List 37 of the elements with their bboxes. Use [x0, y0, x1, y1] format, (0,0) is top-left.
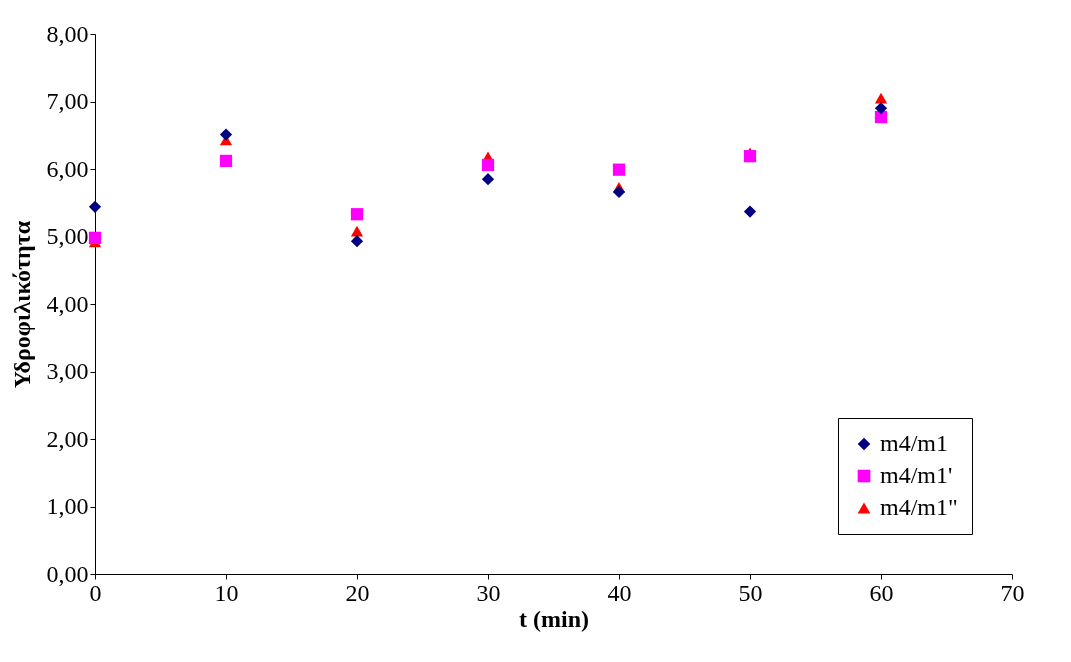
x-axis-title: t (min) — [519, 605, 589, 632]
point — [350, 208, 364, 221]
y-tick-label: 0,00 — [46, 560, 89, 587]
point — [350, 225, 364, 237]
legend-label: m4/m1 — [880, 430, 949, 456]
point — [481, 173, 495, 186]
y-tick-label: 2,00 — [46, 425, 89, 452]
point — [874, 102, 888, 115]
y-tick-label: 3,00 — [46, 358, 89, 384]
point — [350, 235, 364, 248]
point — [874, 92, 888, 104]
x-tick-label: 10 — [214, 579, 239, 606]
x-tick-label: 0 — [89, 579, 102, 606]
point — [88, 231, 102, 244]
x-tick-label: 20 — [345, 579, 370, 606]
y-axis-title: Υδροφιλικότητα — [8, 220, 35, 389]
x-tick-label: 50 — [738, 579, 763, 606]
y-tick-label: 4,00 — [46, 290, 89, 317]
x-tick-label: 60 — [869, 579, 894, 606]
x-tick-label: 40 — [607, 579, 632, 606]
y-tick-label: 7,00 — [46, 88, 89, 114]
y-tick-label: 5,00 — [46, 223, 89, 249]
point — [743, 150, 757, 163]
point — [743, 205, 757, 218]
point — [219, 128, 233, 141]
x-tick-label: 30 — [476, 579, 501, 606]
point — [88, 200, 102, 213]
point — [219, 154, 233, 168]
x-tick-label: 70 — [1000, 579, 1025, 606]
y-tick-label: 8,00 — [46, 20, 89, 47]
legend-label: m4/m1" — [880, 494, 958, 520]
y-tick-label: 1,00 — [46, 493, 89, 519]
point — [612, 163, 626, 176]
legend-label: m4/m1' — [880, 462, 953, 488]
point — [612, 185, 626, 199]
point — [481, 158, 495, 172]
y-tick-label: 6,00 — [46, 155, 89, 182]
